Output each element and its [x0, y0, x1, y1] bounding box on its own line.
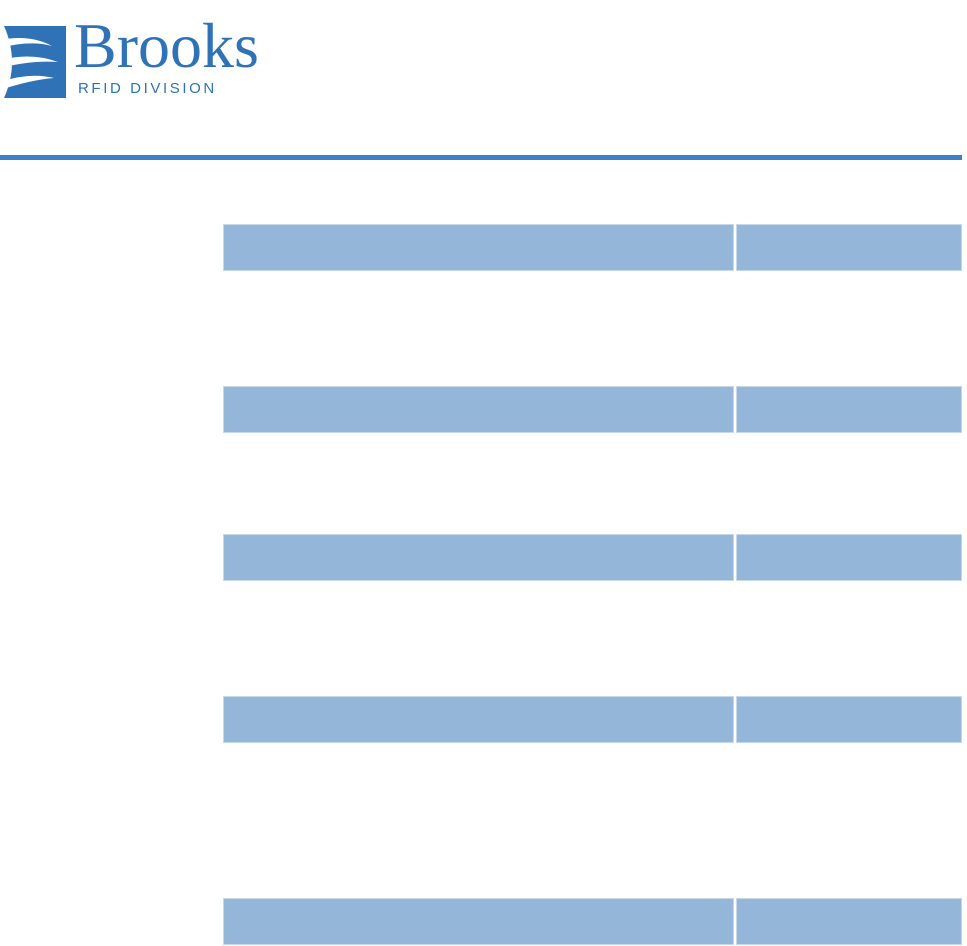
- table-header-bar: [223, 386, 962, 433]
- logo-icon: [0, 26, 66, 98]
- logo-division: RFID DIVISION: [78, 80, 217, 97]
- table-header-bar: [223, 898, 962, 945]
- table-header-bar: [223, 534, 962, 581]
- logo-name: Brooks: [74, 10, 259, 81]
- table-header-bar: [223, 224, 962, 271]
- header-rule: [0, 155, 962, 160]
- table-header-bar: [223, 696, 962, 743]
